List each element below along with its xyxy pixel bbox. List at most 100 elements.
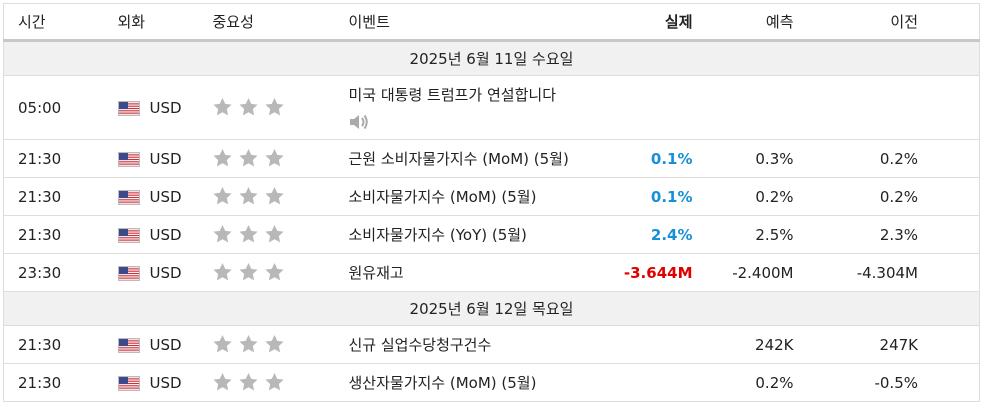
flag-canton [117,337,128,346]
flag-stripe [117,112,140,114]
star-shape [264,187,284,205]
forecast-value: 242K [755,335,794,354]
flag-stripe [117,232,140,234]
importance-star [238,335,258,353]
event-cell: 미국 대통령 트럼프가 연설합니다 [330,75,607,140]
star-shape [264,149,284,167]
currency-cell: USD [103,75,201,140]
flag-stripe [117,339,140,341]
star-shape [238,263,258,281]
star-shape [212,149,232,167]
event-time: 21:30 [3,215,104,254]
forecast-value: 0.2% [755,373,794,392]
flag-stripe [117,384,140,386]
event-row: 21:30 USD 생산자물가지수 (MoM) (5월) 0.2% -0.5% [3,363,980,402]
flag-stripe [117,274,140,276]
flag-stripe [117,191,140,193]
forecast-value: 2.5% [755,225,794,244]
us-flag [117,151,140,167]
actual-cell: 2.4% [606,215,701,254]
actual-cell [606,325,701,364]
importance-star [212,335,232,353]
flag-stripe [117,239,140,241]
flag-border [117,375,140,391]
flag-border [117,189,140,205]
previous-cell: -0.5% [800,363,980,402]
flag-canton [117,227,128,236]
event-time: 21:30 [3,325,104,364]
flag-stripe [117,105,140,107]
importance-star [238,187,258,205]
previous-cell: 0.2% [800,177,980,216]
flag-stripe [117,387,140,389]
importance-star [264,149,284,167]
us-flag [117,227,140,243]
event-name: 소비자물가지수 (YoY) (5월) [348,226,527,244]
column-header: 이전 [800,3,980,42]
importance-star [264,187,284,205]
importance-star [238,149,258,167]
importance-star [264,373,284,391]
previous-cell: 0.2% [800,139,980,178]
importance-star [264,263,284,281]
currency-cell: USD [103,325,201,364]
event-cell: 신규 실업수당청구건수 [330,325,607,364]
flag-stripe [117,196,140,198]
table-header: 시간 외화 중요성 이벤트 실제 예측 이전 [3,3,980,42]
event-row: 21:30 USD 근원 소비자물가지수 (MoM) (5월) 0.1% 0.3% 0.2… [3,139,980,178]
flag-canton [117,100,128,109]
flag-border [117,151,140,167]
date-row: 2025년 6월 12일 목요일 [3,291,980,326]
event-time: 21:30 [3,363,104,402]
flag-stripe [117,272,140,274]
importance-star [212,149,232,167]
star-shape [238,149,258,167]
event-row: 21:30 USD 소비자물가지수 (MoM) (5월) 0.1% 0.2% 0.2% [3,177,980,216]
importance-star [212,225,232,243]
currency-code: USD [149,263,182,282]
flag-stripe [117,380,140,382]
event-time: 21:30 [3,177,104,216]
importance-star [212,263,232,281]
flag-stripe [117,349,140,351]
flag-stripe [117,156,140,158]
importance-star [212,98,232,116]
importance-star [264,225,284,243]
column-header: 중요성 [200,3,331,42]
previous-value: 247K [879,335,918,354]
event-row: 21:30 USD 신규 실업수당청구건수 242K 247K [3,325,980,364]
previous-value: 2.3% [879,225,918,244]
previous-value: -0.5% [874,373,918,392]
star-shape [238,98,258,116]
importance-star [238,263,258,281]
previous-cell: 247K [800,325,980,364]
event-name: 신규 실업수당청구건수 [348,336,492,354]
us-flag [117,100,140,116]
flag-stripe [117,270,140,272]
event-cell: 소비자물가지수 (YoY) (5월) [330,215,607,254]
previous-value: -4.304M [856,263,918,282]
previous-cell [800,75,980,140]
event-time: 05:00 [3,75,104,140]
flag-stripe [117,277,140,279]
actual-value: 0.1% [650,187,693,206]
importance-star [212,373,232,391]
forecast-cell [700,75,801,140]
forecast-cell: 242K [700,325,801,364]
star-shape [212,373,232,391]
header-row: 시간 외화 중요성 이벤트 실제 예측 이전 [3,3,980,42]
flag-stripe [117,160,140,162]
star-shape [264,98,284,116]
flag-stripe [117,163,140,165]
speaker-body [349,115,359,129]
star-shape [264,225,284,243]
flag-stripe [117,342,140,344]
event-row: 21:30 USD 소비자물가지수 (YoY) (5월) 2.4% 2.5% 2.3% [3,215,980,254]
us-flag [117,189,140,205]
us-flag [117,337,140,353]
flag-stripe [117,201,140,203]
event-row: 05:00 USD 미국 대통령 트럼프가 연설합니다 [3,75,980,140]
table-body: 2025년 6월 11일 수요일 05:00 USD 미국 대통령 트럼프가 연설합니… [3,40,980,402]
currency-code: USD [149,149,182,168]
